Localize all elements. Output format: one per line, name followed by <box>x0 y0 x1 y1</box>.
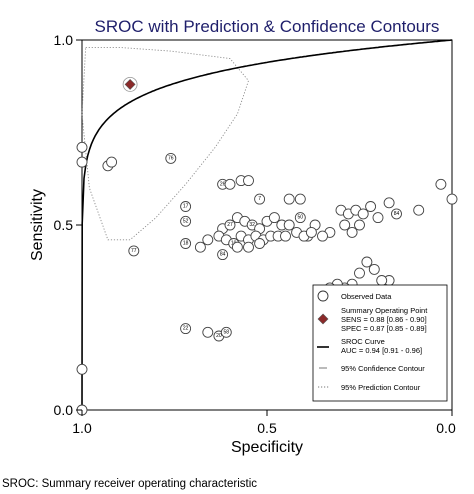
observed-point <box>106 156 118 168</box>
observed-point <box>283 193 295 205</box>
observed-point <box>202 326 214 338</box>
y-tick-label: 1.0 <box>54 32 74 48</box>
observed-point-label: 22 <box>183 326 189 332</box>
legend-observed: Observed Data <box>341 292 392 301</box>
observed-point <box>231 241 243 253</box>
legend-auc: AUC = 0.94 [0.91 - 0.96] <box>341 346 422 355</box>
summary-point <box>122 77 138 92</box>
observed-point-label: 77 <box>131 248 137 254</box>
x-tick-label: 1.0 <box>72 420 92 436</box>
observed-point <box>180 323 192 335</box>
prediction-contour <box>81 46 249 241</box>
x-axis-label: Specificity <box>231 439 303 456</box>
observed-point <box>76 363 88 375</box>
observed-point <box>435 178 447 190</box>
observed-point <box>128 245 140 257</box>
legend-sens: SENS = 0.88 [0.86 - 0.90] <box>341 315 427 324</box>
observed-point <box>413 204 425 216</box>
chart-title: SROC with Prediction & Confidence Contou… <box>95 17 440 36</box>
observed-point-label: 32 <box>249 222 255 228</box>
observed-point <box>268 212 280 224</box>
observed-point <box>305 226 317 238</box>
observed-point <box>220 326 232 338</box>
observed-point-label: 52 <box>183 218 189 224</box>
observed-point <box>361 256 373 268</box>
legend-box <box>312 284 448 402</box>
y-axis-label: Sensitivity <box>29 189 46 261</box>
observed-point <box>339 219 351 231</box>
observed-point <box>383 197 395 209</box>
observed-point <box>354 267 365 279</box>
observed-point <box>217 249 229 261</box>
observed-point-label: 20 <box>216 333 222 339</box>
observed-point <box>180 215 192 227</box>
observed-point-label: 17 <box>183 204 189 210</box>
observed-point <box>283 219 295 231</box>
legend-confidence: 95% Confidence Contour <box>341 364 425 373</box>
legend-spec: SPEC = 0.87 [0.85 - 0.89] <box>341 324 427 333</box>
observed-point <box>317 230 328 242</box>
legend-observed-marker <box>317 290 329 302</box>
observed-point-label: 7 <box>258 196 261 202</box>
observed-point-label: 27 <box>227 222 233 228</box>
observed-point <box>294 193 306 205</box>
observed-point <box>165 152 177 164</box>
observed-point <box>254 193 266 205</box>
observed-point <box>243 241 254 253</box>
observed-point <box>357 208 369 220</box>
legend-curve: SROC Curve <box>341 337 385 346</box>
observed-point <box>224 178 236 190</box>
observed-point <box>354 219 365 231</box>
observed-point <box>243 175 254 187</box>
observed-point <box>346 226 358 238</box>
y-tick-label: 0.5 <box>54 217 74 233</box>
observed-point <box>372 212 384 224</box>
observed-point <box>368 263 380 275</box>
observed-point <box>365 201 377 212</box>
x-tick-label: 0.5 <box>257 420 277 436</box>
summary-point-marker <box>124 78 136 90</box>
sroc-curve <box>81 39 453 411</box>
observed-point <box>76 141 88 153</box>
observed-point-label: 58 <box>224 329 230 335</box>
legend-prediction: 95% Prediction Contour <box>341 383 421 392</box>
observed-point <box>294 212 306 224</box>
observed-point-label: 84 <box>220 252 226 258</box>
axis-ticks: 0.0 0.5 1.0 1.0 0.5 0.0 <box>54 32 456 436</box>
observed-point-label: 50 <box>298 215 304 221</box>
x-tick-label: 0.0 <box>436 420 456 436</box>
observed-point-label: 26 <box>220 181 226 187</box>
prediction-contour-path <box>81 46 249 241</box>
y-tick-label: 0.0 <box>54 402 74 418</box>
sroc-curve-line <box>81 39 453 411</box>
observed-point <box>76 156 88 168</box>
observed-point <box>376 275 388 286</box>
figure-caption: SROC: Summary receiver operating charact… <box>2 478 257 490</box>
observed-point <box>180 238 192 249</box>
observed-point <box>194 241 206 253</box>
legend: Observed Data Summary Operating Point SE… <box>312 284 448 402</box>
legend-summary: Summary Operating Point <box>341 306 428 315</box>
legend-summary-marker <box>317 313 329 325</box>
observed-point <box>254 238 266 249</box>
observed-point <box>280 230 291 242</box>
observed-point <box>446 193 458 205</box>
confidence-contour <box>122 77 138 92</box>
observed-point <box>224 219 236 231</box>
observed-point-label: 18 <box>183 241 189 247</box>
observed-point <box>391 208 402 220</box>
observed-point-label: 84 <box>394 211 400 217</box>
observed-point-label: 76 <box>168 155 174 161</box>
observed-points: 7776175218267273210845084222058 <box>76 141 458 416</box>
observed-point <box>180 201 192 212</box>
observed-point <box>202 234 214 246</box>
